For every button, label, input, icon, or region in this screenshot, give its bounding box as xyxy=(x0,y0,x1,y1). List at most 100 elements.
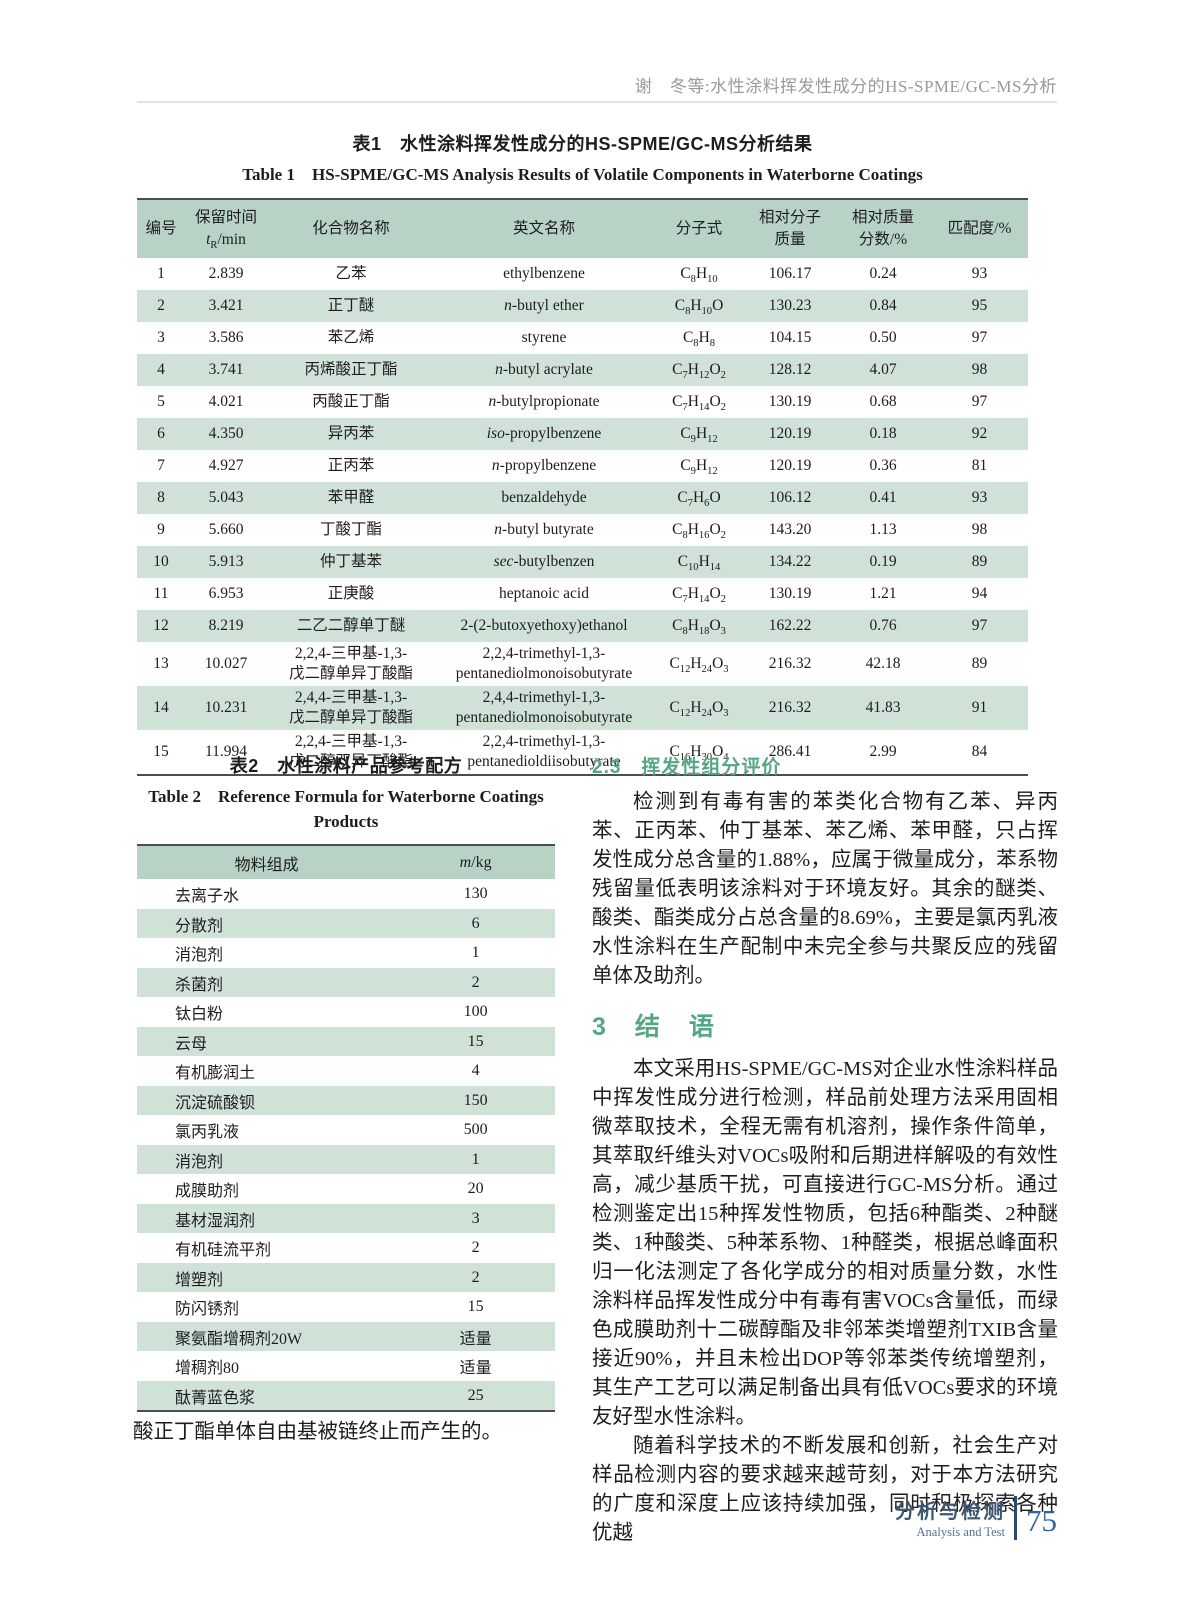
table-cell: 20 xyxy=(467,1180,484,1198)
table-cell: 84 xyxy=(971,743,988,761)
header-divider xyxy=(137,101,1057,103)
table-cell: 5.913 xyxy=(185,545,267,578)
table-cell: 14 xyxy=(137,685,185,731)
table-cell: 2 xyxy=(396,967,555,998)
table-cell: C8H18O3 xyxy=(653,609,745,642)
table-cell: 正庚酸 xyxy=(327,584,375,602)
table-cell: 15 xyxy=(396,1026,555,1057)
table-cell: 100 xyxy=(463,1003,488,1021)
table-row: 增塑剂 2 xyxy=(137,1262,555,1293)
table-cell: 91 xyxy=(931,685,1028,731)
table2-body: 去离子水 130 分散剂 6 消泡剂 1 杀菌剂 2 钛白粉 100 云母 15 有机膨润土 4 沉淀硫酸钡… xyxy=(137,879,555,1412)
table-cell: 正丁醚 xyxy=(267,289,435,322)
table-cell: 2.99 xyxy=(869,743,897,761)
table-cell: C12H24O3 xyxy=(653,685,745,731)
table2-header-row: 物料组成 m/kg xyxy=(137,845,555,880)
table-cell: C7H14O2 xyxy=(672,392,726,413)
table-cell: 2,4,4-trimethyl-1,3- pentanediolmonoisobu… xyxy=(435,685,653,731)
table-cell: 防闪锈剂 xyxy=(175,1301,240,1319)
table-cell: 二乙二醇单丁醚 xyxy=(267,609,435,642)
table-cell: n-butylpropionate xyxy=(488,392,600,410)
table-cell: 13 xyxy=(153,654,169,672)
table-cell: 增稠剂80 xyxy=(175,1360,240,1378)
table-cell: 4.021 xyxy=(208,392,244,410)
table-row: 6 4.350 异丙苯 iso-propylbenzene C9H12 120.19 0.1… xyxy=(137,417,1028,450)
table-cell: 苯甲醛 xyxy=(267,481,435,514)
table-cell: 15 xyxy=(467,1298,484,1316)
table-cell: 98 xyxy=(971,520,988,538)
table-cell: n-propylbenzene xyxy=(491,456,597,474)
table-cell: C7H14O2 xyxy=(672,584,726,605)
table-cell: 93 xyxy=(971,264,988,282)
table-cell: 5.660 xyxy=(208,520,244,538)
column-header: 英文名称 xyxy=(435,198,653,258)
table-cell: 286.41 xyxy=(768,743,812,761)
table-cell: 94 xyxy=(971,584,988,602)
table-cell: 10.231 xyxy=(185,685,267,731)
table-cell: 98 xyxy=(931,353,1028,386)
footer-section-title: 分析与检测 Analysis and Test xyxy=(895,1495,1005,1540)
table-cell: 25 xyxy=(396,1380,555,1412)
table-row: 12 8.219 二乙二醇单丁醚 2-(2-butoxyethoxy)ethanol C… xyxy=(137,609,1028,642)
table-cell: 苯乙烯 xyxy=(327,328,375,346)
table-row: 2 3.421 正丁醚 n-butyl ether C8H10O 130.23 0.84 95 xyxy=(137,289,1028,322)
table-cell: 1 xyxy=(157,264,165,282)
table-cell: 106.12 xyxy=(745,481,835,514)
table-cell: 0.41 xyxy=(835,481,931,514)
column-header: 化合物名称 xyxy=(267,198,435,258)
table-row: 防闪锈剂 15 xyxy=(137,1292,555,1322)
column-header: 匹配度/% xyxy=(931,198,1028,258)
table-cell: 仲丁基苯 xyxy=(267,545,435,578)
table-row: 成膜助剂 20 xyxy=(137,1174,555,1204)
table-cell: 10.027 xyxy=(204,654,248,672)
table-cell: 130.23 xyxy=(745,289,835,322)
section-3-paragraph-2: 随着科学技术的不断发展和创新，社会生产对样品检测内容的要求越来越苛刻，对于本方法… xyxy=(592,1435,1058,1544)
column-header: 保留时间 tR/min xyxy=(185,198,267,258)
table-row: 有机膨润土 4 xyxy=(137,1056,555,1086)
column-header: 编号 xyxy=(137,198,185,258)
table-cell: 聚氨酯增稠剂20W xyxy=(137,1321,397,1352)
table-cell: 云母 xyxy=(137,1026,397,1057)
table1-body: 1 2.839 乙苯 ethylbenzene C8H10 106.17 0.24 93 2 3.… xyxy=(137,258,1028,776)
table-cell: 0.68 xyxy=(869,392,897,410)
table-row: 5 4.021 丙酸正丁酯 n-butylpropionate C7H14O2 130.1… xyxy=(137,386,1028,418)
table-cell: 9 xyxy=(157,520,165,538)
table-cell: 酞菁蓝色浆 xyxy=(137,1380,397,1412)
table-row: 分散剂 6 xyxy=(137,908,555,939)
section-2-3-paragraph: 检测到有毒有害的苯类化合物有乙苯、异丙苯、正丙苯、仲丁基苯、苯乙烯、苯甲醛，只占… xyxy=(592,791,1058,987)
table-cell: C8H16O2 xyxy=(672,520,726,541)
formula-table: 物料组成 m/kg 去离子水 130 分散剂 6 消泡剂 1 杀菌剂 2 钛白粉 100 云母 15 有… xyxy=(137,844,555,1413)
table-cell: 6 xyxy=(396,908,555,939)
table2-block: 表2 水性涂料产品参考配方 Table 2 Reference Formula … xyxy=(137,752,555,1413)
table-row: 增稠剂80 适量 xyxy=(137,1351,555,1381)
table-cell: C7H12O2 xyxy=(653,353,745,386)
table-cell: 0.18 xyxy=(835,417,931,450)
table-cell: 去离子水 xyxy=(175,888,240,906)
table-row: 3 3.586 苯乙烯 styrene C8H8 104.15 0.50 97 xyxy=(137,322,1028,354)
table-cell: 11.994 xyxy=(204,743,248,761)
table-cell: 消泡剂 xyxy=(137,1144,397,1175)
table-row: 13 10.027 2,2,4-三甲基-1,3- 戊二醇单异丁酸酯 2,2,4-trim… xyxy=(137,642,1028,686)
table1-header-row: 编号 保留时间 tR/min 化合物名称 英文名称 分子式 相对分子 质量 相对质量… xyxy=(137,198,1028,258)
table-cell: 15 xyxy=(153,743,169,761)
table-cell: 2,2,4-三甲基-1,3- 戊二醇单异丁酸酯 xyxy=(288,644,413,682)
table-row: 去离子水 130 xyxy=(137,879,555,909)
table1-block: 表1 水性涂料挥发性成分的HS-SPME/GC-MS分析结果 Table 1 H… xyxy=(137,130,1028,777)
table-cell: 2,2,4-三甲基-1,3- 戊二醇双异丁酸酯 xyxy=(288,733,413,771)
table-row: 云母 15 xyxy=(137,1026,555,1057)
table-cell: 1 xyxy=(396,1144,555,1175)
table-cell: 4 xyxy=(471,1062,480,1080)
table-row: 钛白粉 100 xyxy=(137,997,555,1027)
footer-section-cn: 分析与检测 xyxy=(895,1501,1005,1523)
table2-title-en: Table 2 Reference Formula for Waterborne… xyxy=(148,787,544,831)
table-row: 杀菌剂 2 xyxy=(137,967,555,998)
table-cell: 89 xyxy=(971,654,988,672)
table-cell: 3 xyxy=(157,328,165,346)
table-cell: 有机硅流平剂 xyxy=(175,1242,272,1260)
table-cell: 2,4,4-三甲基-1,3- 戊二醇单异丁酸酯 xyxy=(267,685,435,731)
table-row: 消泡剂 1 xyxy=(137,1144,555,1175)
table-cell: 89 xyxy=(931,545,1028,578)
table-cell: 5 xyxy=(157,392,165,410)
table-row: 聚氨酯增稠剂20W 适量 xyxy=(137,1321,555,1352)
